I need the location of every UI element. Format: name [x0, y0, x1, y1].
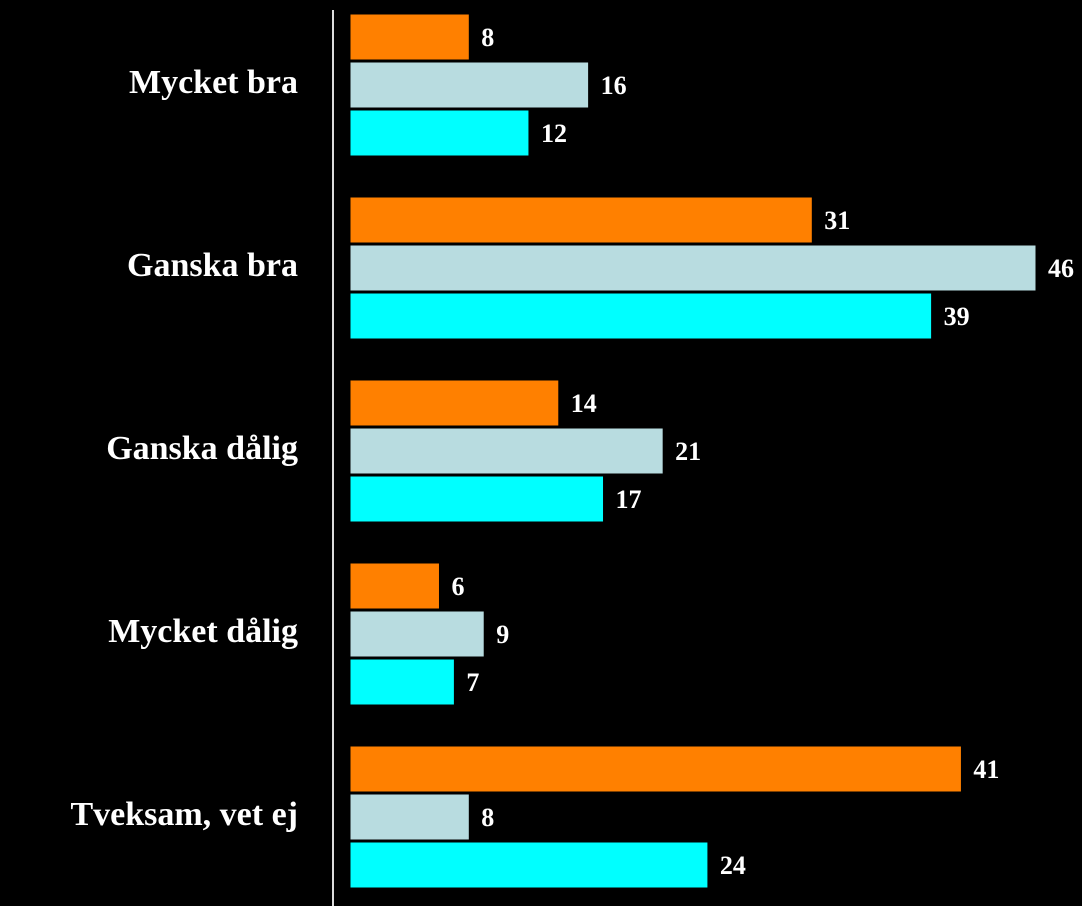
value-label: 8	[481, 23, 494, 52]
value-label: 14	[571, 389, 597, 418]
bar	[349, 196, 813, 244]
bar	[349, 610, 485, 658]
category-label: Ganska bra	[127, 247, 298, 284]
bar	[349, 745, 962, 793]
value-label: 41	[973, 755, 999, 784]
value-label: 24	[720, 851, 746, 880]
bar	[349, 292, 933, 340]
bar	[349, 13, 470, 61]
value-label: 39	[944, 302, 970, 331]
bar	[349, 61, 590, 109]
category-label: Tveksam, vet ej	[70, 796, 298, 833]
value-label: 46	[1048, 254, 1074, 283]
value-label: 16	[601, 71, 627, 100]
category-label: Mycket dålig	[108, 613, 298, 650]
value-label: 31	[824, 206, 850, 235]
value-label: 8	[481, 803, 494, 832]
bar	[349, 379, 560, 427]
value-label: 7	[466, 668, 479, 697]
bar	[349, 475, 605, 523]
category-label: Mycket bra	[129, 64, 298, 101]
bar	[349, 427, 664, 475]
value-label: 21	[675, 437, 701, 466]
bar	[349, 793, 470, 841]
value-label: 12	[541, 119, 567, 148]
bar	[349, 109, 530, 157]
value-label: 9	[496, 620, 509, 649]
bar	[349, 562, 440, 610]
category-label: Ganska dålig	[106, 430, 298, 467]
value-label: 6	[451, 572, 464, 601]
bar	[349, 658, 455, 706]
bar	[349, 841, 709, 889]
value-label: 17	[616, 485, 642, 514]
bar	[349, 244, 1037, 292]
